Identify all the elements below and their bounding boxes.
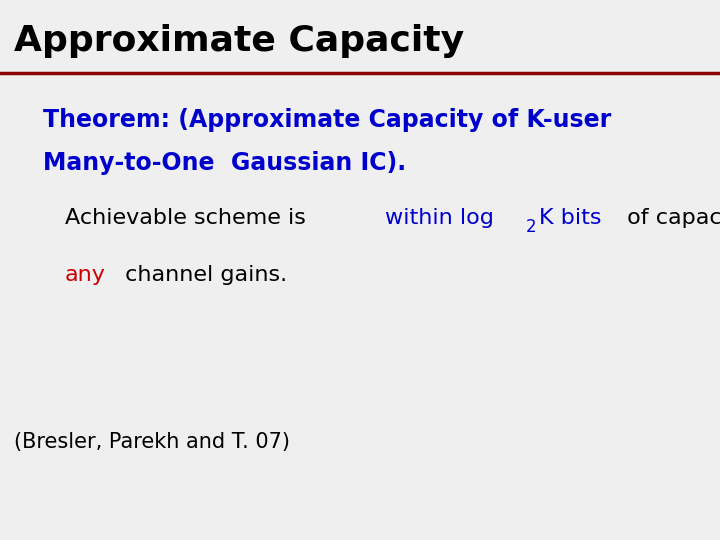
Text: (Bresler, Parekh and T. 07): (Bresler, Parekh and T. 07) [14,432,290,452]
Text: of capacity, for: of capacity, for [620,208,720,228]
Text: Approximate Capacity: Approximate Capacity [14,24,464,58]
Text: Theorem: (Approximate Capacity of K-user: Theorem: (Approximate Capacity of K-user [43,108,611,132]
Text: 2: 2 [526,218,536,235]
Text: Achievable scheme is: Achievable scheme is [65,208,312,228]
Text: Many-to-One  Gaussian IC).: Many-to-One Gaussian IC). [43,151,406,175]
Text: within log: within log [384,208,494,228]
Text: any: any [65,265,106,285]
Text: channel gains.: channel gains. [117,265,287,285]
Text: K bits: K bits [539,208,601,228]
